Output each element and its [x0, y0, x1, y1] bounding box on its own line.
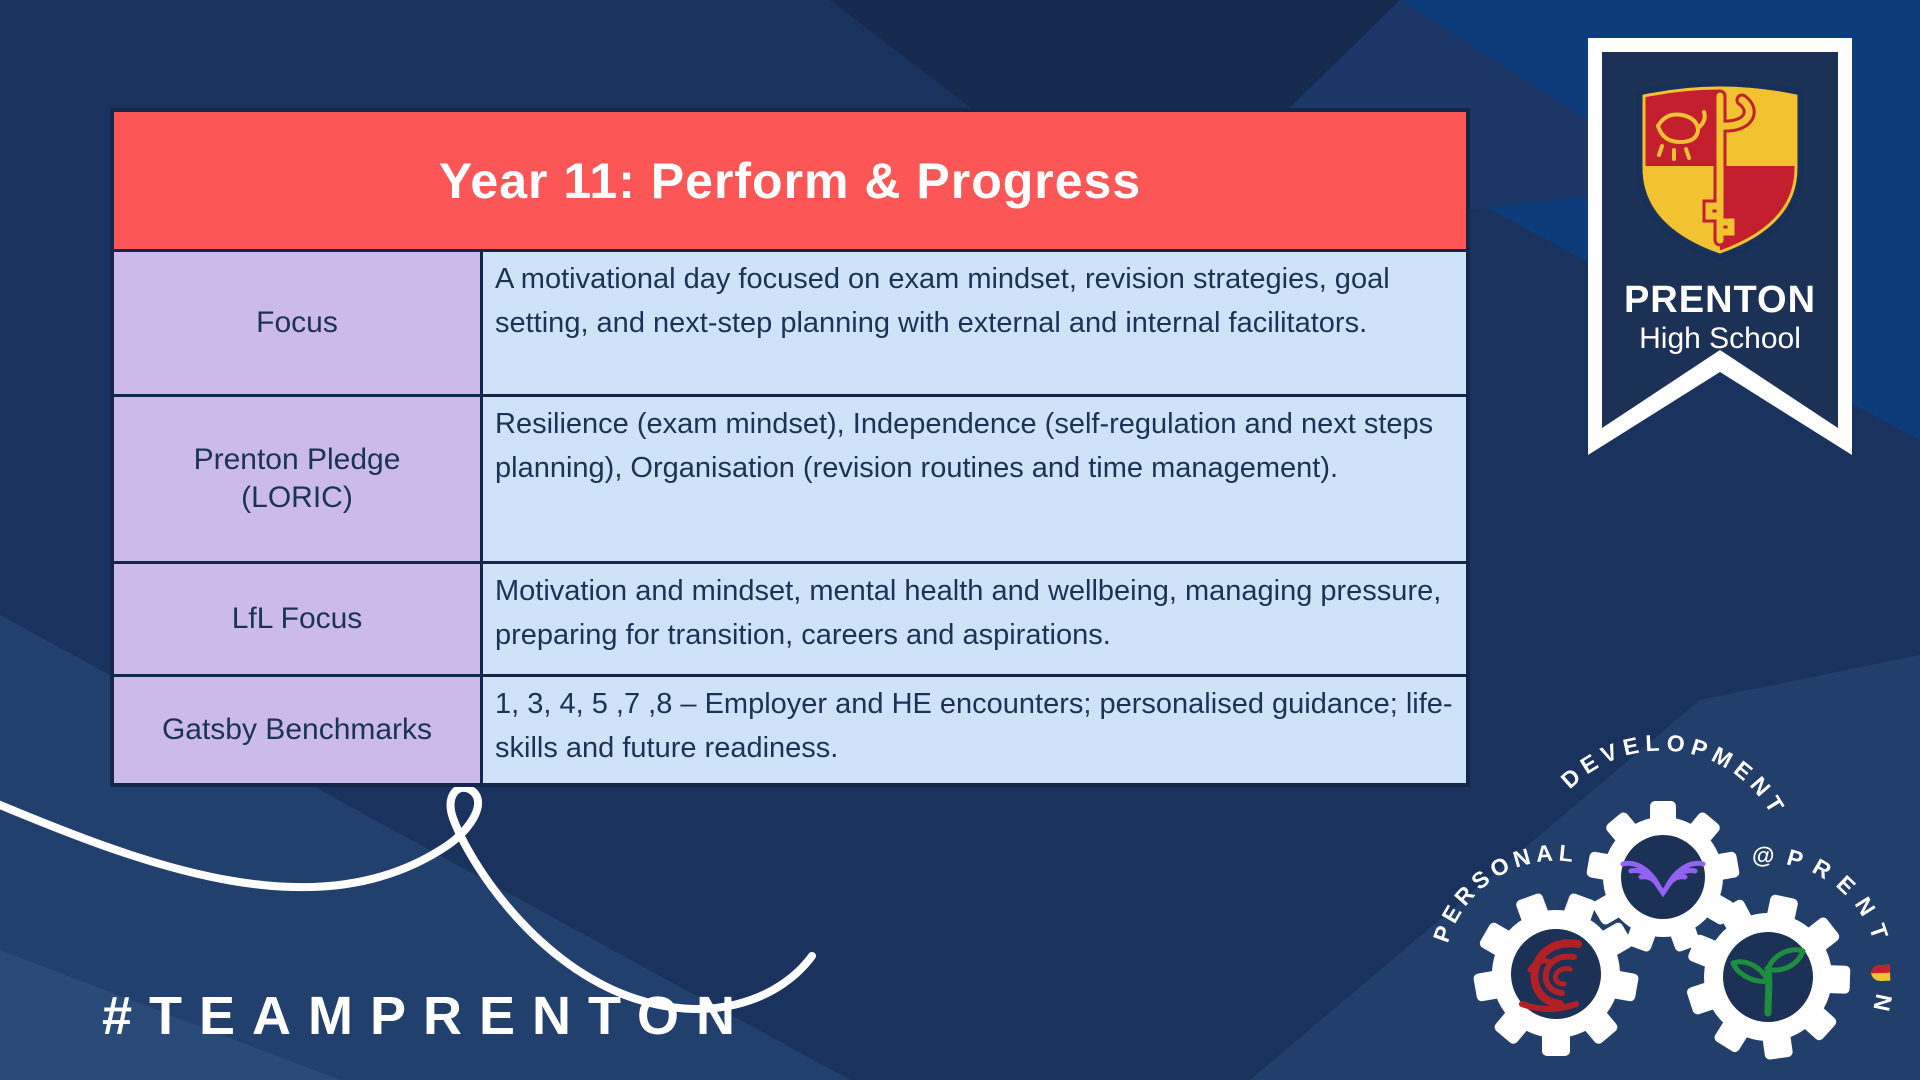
lion-icon — [1519, 939, 1582, 1012]
row-label: Prenton Pledge (LORIC) — [193, 443, 401, 514]
gear-wings — [1586, 801, 1740, 952]
school-crest-icon — [1636, 81, 1804, 262]
personal-development-logo: PERSONAL DEVELOPMENT @PRENT N — [1428, 729, 1897, 1060]
row-label: LfL Focus — [231, 602, 363, 635]
row-label: Focus — [256, 306, 338, 339]
row-content-cell: 1, 3, 4, 5 ,7 ,8 – Employer and HE encou… — [483, 677, 1466, 783]
row-content-cell: Resilience (exam mindset), Independence … — [483, 397, 1466, 561]
row-label: Gatsby Benchmarks — [161, 713, 433, 746]
badge-school-name: PRENTON — [1624, 279, 1816, 321]
swoosh-line — [0, 783, 816, 1013]
row-content: A motivational day focused on exam minds… — [495, 263, 1390, 339]
row-label-cell: Gatsby Benchmarks — [114, 677, 483, 783]
sprout-icon — [1730, 947, 1806, 1017]
row-content-cell: Motivation and mindset, mental health an… — [483, 564, 1466, 674]
gear-sprout — [1686, 894, 1851, 1060]
row-content-cell: A motivational day focused on exam minds… — [483, 252, 1466, 394]
badge-school-subtitle: High School — [1639, 322, 1801, 355]
crest-key-icon — [1702, 89, 1756, 247]
mini-shield-icon — [1871, 964, 1891, 981]
table-title-bar: Year 11: Perform & Progress — [114, 112, 1466, 249]
team-prenton-hashtag: #TEAMPRENTON — [102, 986, 753, 1046]
row-content: Motivation and mindset, mental health an… — [495, 575, 1442, 651]
table-row-gatsby-benchmarks: Gatsby Benchmarks 1, 3, 4, 5 ,7 ,8 – Emp… — [114, 674, 1466, 783]
table-row-prenton-pledge: Prenton Pledge (LORIC) Resilience (exam … — [114, 394, 1466, 561]
wings-icon — [1620, 860, 1706, 898]
row-label-cell: Focus — [114, 252, 483, 394]
gear-lion — [1473, 893, 1639, 1056]
year11-overview-table: Year 11: Perform & Progress Focus A moti… — [110, 108, 1470, 787]
table-row-focus: Focus A motivational day focused on exam… — [114, 249, 1466, 394]
school-badge: PRENTON High School — [1588, 38, 1852, 455]
row-label-cell: Prenton Pledge (LORIC) — [114, 397, 483, 561]
table-row-lfl-focus: LfL Focus Motivation and mindset, mental… — [114, 561, 1466, 674]
row-content: 1, 3, 4, 5 ,7 ,8 – Employer and HE encou… — [495, 688, 1453, 764]
crest-lion-icon — [1656, 110, 1707, 161]
page-title: Year 11: Perform & Progress — [438, 152, 1142, 209]
arc-text-prenton-n: N — [1868, 992, 1897, 1014]
row-content: Resilience (exam mindset), Independence … — [495, 408, 1434, 484]
row-label-cell: LfL Focus — [114, 564, 483, 674]
